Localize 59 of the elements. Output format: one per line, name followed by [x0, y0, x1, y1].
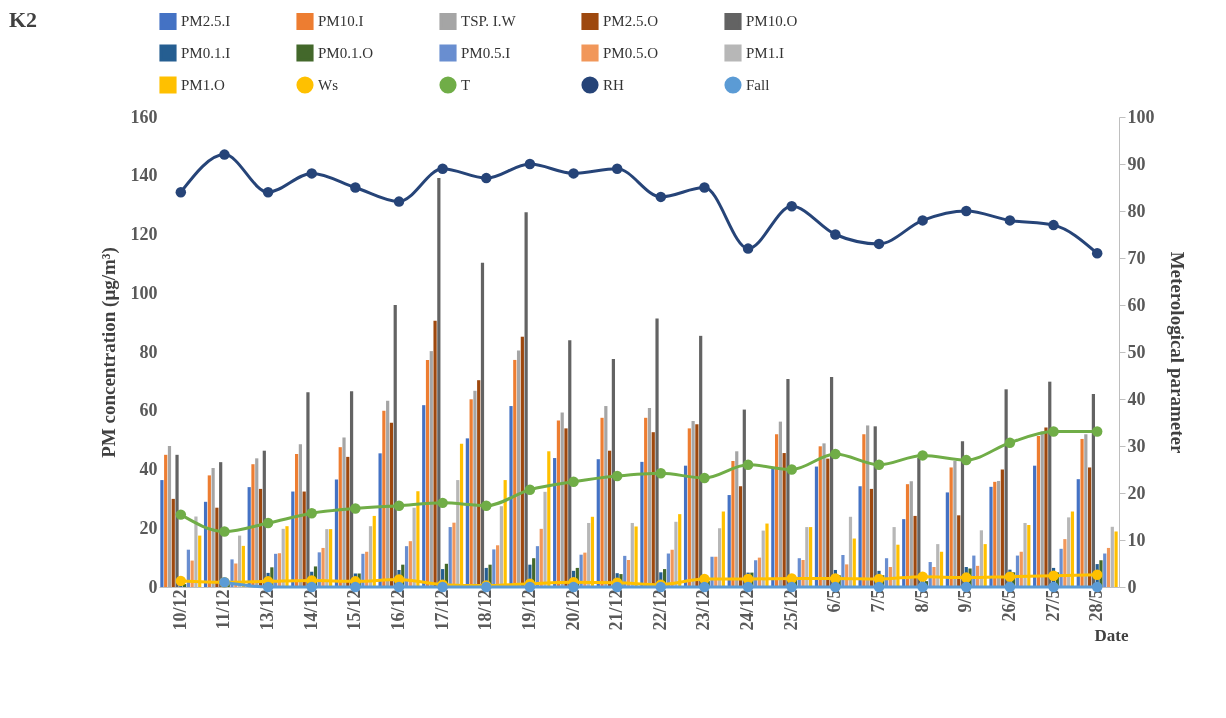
y2-axis-title: Meterological parameter: [1166, 251, 1188, 454]
y2-tick-label: 20: [1127, 482, 1146, 503]
legend-label: RH: [603, 77, 624, 93]
y-tick-label: 140: [130, 165, 158, 186]
x-tick-label: 11/12: [213, 589, 234, 630]
x-tick-label: 27/5: [1042, 589, 1063, 622]
x-tick-label: 18/12: [475, 589, 496, 631]
x-tick-label: 21/12: [606, 589, 627, 631]
y-tick-label: 100: [130, 282, 158, 303]
x-tick-label: 24/12: [737, 589, 758, 631]
legend-label: PM10.O: [746, 13, 798, 30]
y-tick-label: 120: [130, 224, 158, 244]
legend-label: T: [461, 77, 471, 93]
legend-label: PM0.5.O: [603, 45, 659, 61]
y-tick-label: 40: [139, 459, 158, 479]
legend-label: PM1.I: [746, 45, 784, 61]
legend-label: Fall: [746, 77, 770, 93]
x-tick-label: 17/12: [431, 589, 452, 631]
y2-tick-label: 30: [1127, 435, 1146, 456]
x-tick-label: 19/12: [518, 589, 539, 631]
legend-label: PM10.I: [318, 13, 364, 30]
y-axis-title: PM concentration (μg/m³): [97, 247, 120, 458]
legend-label: PM0.1.I: [181, 45, 231, 61]
legend-label: TSP. I.W: [461, 13, 517, 30]
x-tick-label: 16/12: [388, 589, 408, 631]
legend-label: Ws: [318, 77, 339, 93]
x-tick-label: 8/5: [911, 589, 932, 613]
chart-title: K2: [9, 7, 38, 32]
legend-label: PM0.5.I: [461, 45, 511, 61]
x-tick-label: 25/12: [780, 589, 801, 631]
y2-tick-label: 0: [1127, 576, 1137, 597]
y-tick-label: 80: [139, 341, 158, 362]
y2-tick-label: 10: [1127, 529, 1146, 550]
x-tick-label: 28/5: [1086, 589, 1107, 622]
x-tick-label: 22/12: [649, 589, 670, 631]
x-tick-label: 14/12: [300, 589, 321, 631]
y2-tick-label: 80: [1127, 200, 1146, 221]
x-tick-label: 26/5: [998, 589, 1019, 622]
y2-tick-label: 40: [1127, 388, 1146, 409]
legend-label: PM0.1.O: [318, 45, 374, 61]
y2-tick-label: 50: [1127, 341, 1146, 362]
x-axis-title: Date: [1094, 625, 1129, 645]
y-tick-label: 160: [130, 106, 158, 127]
x-tick-label: 15/12: [344, 589, 365, 631]
x-tick-label: 6/5: [824, 589, 845, 613]
y-tick-label: 20: [139, 517, 158, 538]
x-tick-label: 10/12: [169, 589, 190, 631]
x-tick-label: 13/12: [257, 589, 278, 631]
x-tick-label: 20/12: [562, 589, 583, 631]
y-tick-label: 60: [139, 400, 158, 421]
x-tick-label: 23/12: [693, 589, 714, 631]
y2-tick-label: 70: [1127, 247, 1146, 268]
legend-label: PM2.5.I: [181, 13, 231, 30]
y2-tick-label: 100: [1127, 106, 1155, 127]
y2-tick-label: 60: [1127, 294, 1146, 315]
legend-label: PM1.O: [181, 77, 225, 93]
legend-label: PM2.5.O: [603, 13, 659, 30]
y2-tick-label: 90: [1127, 153, 1146, 174]
y-tick-label: 0: [148, 576, 158, 597]
